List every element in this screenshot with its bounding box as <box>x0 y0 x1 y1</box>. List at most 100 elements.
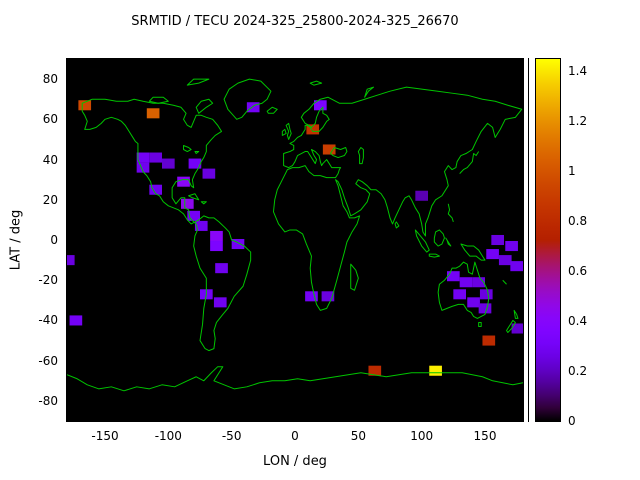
coastlines <box>67 79 523 391</box>
y-tick-label: -20 <box>38 273 58 288</box>
coast-new-zealand <box>507 310 518 332</box>
y-tick-label: -60 <box>38 353 58 368</box>
coast-sulawesi <box>446 238 451 246</box>
x-tick-label: 50 <box>350 429 366 443</box>
x-axis-label: LON / deg <box>263 454 327 469</box>
world-map <box>67 59 523 421</box>
coast-svalbard <box>310 81 321 85</box>
coast-britain <box>286 123 291 139</box>
heatmap-cell <box>187 210 200 221</box>
heatmap-cell <box>188 158 202 169</box>
colorbar-tick-label: 0.8 <box>568 214 588 229</box>
x-tick-label: 0 <box>291 429 299 443</box>
heatmap-cell <box>472 277 485 288</box>
coast-australia <box>438 262 489 318</box>
heatmap-cell <box>321 291 335 302</box>
heatmap-cell <box>136 162 150 173</box>
colorbar-tick-label: 1.2 <box>568 114 588 129</box>
heatmap-cell <box>498 255 512 266</box>
heatmap-cell <box>429 365 442 376</box>
heatmap-cell <box>149 152 162 163</box>
coast-japan <box>460 152 479 174</box>
y-tick-label: -40 <box>38 313 58 328</box>
x-tick-label: 150 <box>473 429 497 443</box>
heatmap-cell <box>510 261 523 272</box>
heatmap-cell <box>149 184 162 195</box>
coast-sumatra <box>415 230 429 252</box>
coast-sri-lanka <box>395 222 399 228</box>
coast-black-sea <box>330 147 346 157</box>
heatmap-cell <box>67 255 75 266</box>
coast-borneo <box>434 230 444 246</box>
heatmap-cell <box>314 100 327 111</box>
coast-new-caledonia <box>503 280 507 284</box>
heatmap-cell <box>210 241 223 252</box>
heatmap-cell <box>479 289 493 300</box>
heatmap-cell <box>202 168 216 179</box>
colorbar-separator <box>528 58 529 422</box>
coast-antarctica <box>67 367 523 391</box>
plot-area <box>66 58 524 422</box>
heatmap-cell <box>486 249 499 260</box>
coast-new-guinea <box>461 244 485 260</box>
heatmap-cell <box>322 144 336 155</box>
colorbar-tick-label: 0.4 <box>568 314 588 329</box>
coast-great-lakes <box>184 145 199 153</box>
coast-americas <box>82 99 250 350</box>
coast-madagascar <box>351 264 359 290</box>
colorbar-tick-label: 0.6 <box>568 264 588 279</box>
y-tick-label: 60 <box>42 112 58 127</box>
heatmap-cell <box>459 277 473 288</box>
colorbar-tick-label: 0.2 <box>568 364 588 379</box>
colorbar-tick-label: 1 <box>568 164 576 179</box>
coast-caspian-sea <box>358 147 363 163</box>
heatmap-cell <box>453 289 466 300</box>
coast-victoria-island <box>149 97 168 103</box>
heatmap-cell <box>491 234 504 246</box>
heatmap-cell <box>177 176 190 187</box>
heatmap-cell <box>231 238 245 250</box>
coast-tasmania <box>479 322 482 326</box>
heatmap-cell <box>415 190 428 201</box>
y-tick-label: 0 <box>50 233 58 247</box>
colorbar-tick-label: 0 <box>568 414 576 428</box>
coast-afro-eurasia <box>273 87 521 310</box>
heatmap-cell <box>505 241 518 252</box>
heatmap-cell <box>306 124 320 135</box>
chart-title: SRMTID / TECU 2024-325_25800-2024-325_26… <box>131 14 459 29</box>
heatmap-cell <box>246 102 260 113</box>
heatmap-cell <box>69 315 83 326</box>
heatmap-cell <box>511 323 523 334</box>
coast-baffin <box>196 99 212 113</box>
coast-cuba <box>189 194 199 200</box>
y-tick-label: 80 <box>42 72 58 87</box>
y-tick-label: 20 <box>42 192 58 207</box>
heatmap-cell <box>467 297 480 308</box>
heatmap-cell <box>215 263 228 274</box>
coast-ireland <box>282 129 286 135</box>
heatmap-cells <box>67 100 523 376</box>
coast-iceland <box>267 107 277 113</box>
colorbar-tick-label: 1.4 <box>568 64 588 79</box>
coast-java <box>429 254 439 257</box>
heatmap-cell <box>146 108 160 119</box>
colorbar <box>535 58 561 422</box>
heatmap-cell <box>478 303 492 314</box>
heatmap-cell <box>368 365 382 376</box>
coast-greenland <box>224 79 271 119</box>
heatmap-cell <box>181 198 194 209</box>
heatmap-cell <box>136 152 150 163</box>
heatmap-cell <box>210 230 223 242</box>
heatmap-cell <box>194 220 208 231</box>
heatmap-cell <box>213 297 227 308</box>
coast-hispaniola <box>201 202 206 204</box>
x-tick-label: 100 <box>410 429 434 443</box>
coast-philippines <box>448 204 453 222</box>
coast-novaya-zemlya <box>365 87 374 97</box>
heatmap-cell <box>78 100 92 111</box>
coast-ellesmere <box>187 79 209 85</box>
heatmap-cell <box>305 291 318 302</box>
x-tick-label: -50 <box>221 429 242 443</box>
y-tick-label: -80 <box>38 393 58 408</box>
